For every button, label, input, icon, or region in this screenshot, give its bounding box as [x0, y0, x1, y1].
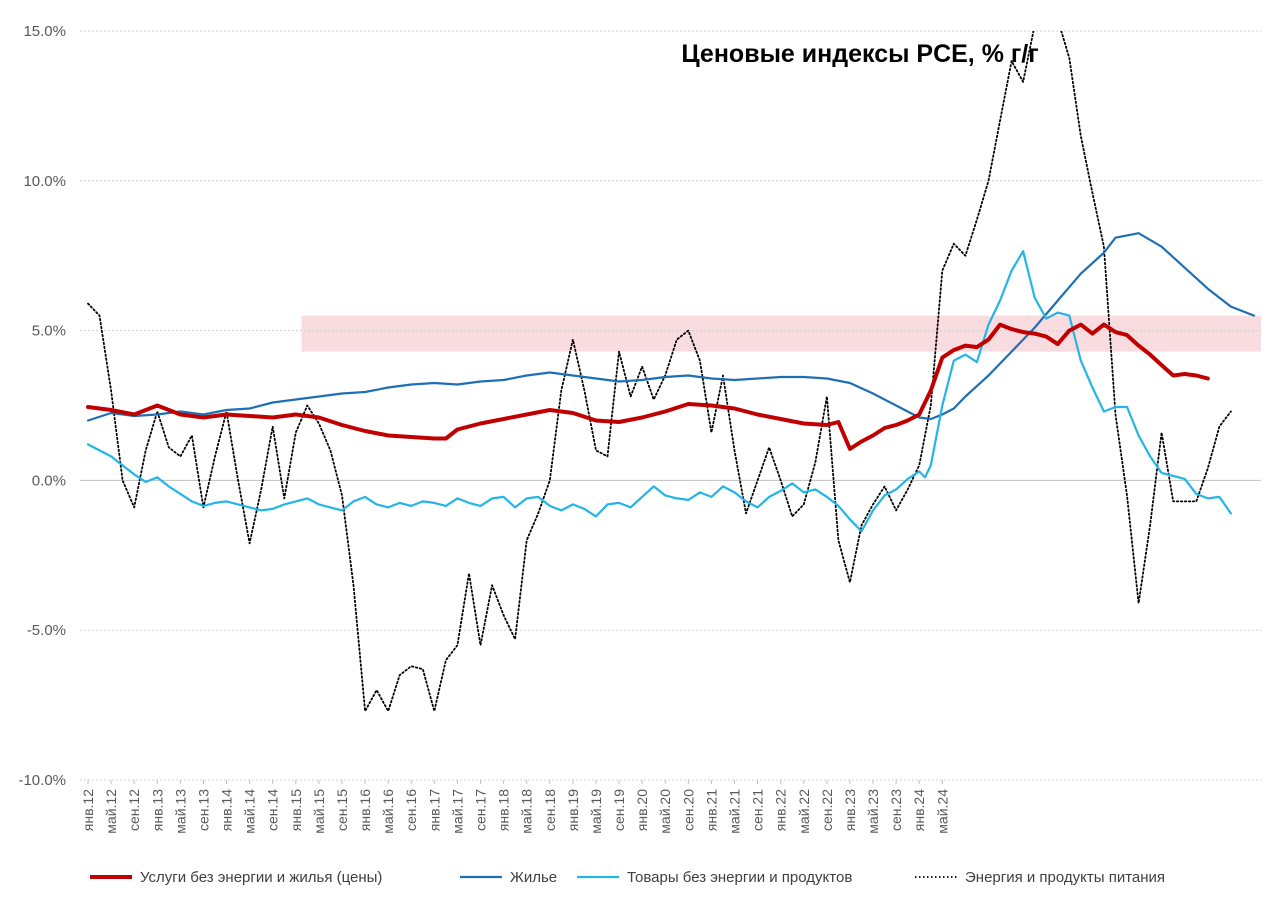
gridlines	[80, 30, 1261, 781]
x-tick-label: янв.12	[80, 789, 96, 831]
y-axis-ticks: -10.0% -5.0% 0.0% 5.0% 10.0% 15.0%	[18, 23, 66, 789]
x-tick-label: янв.15	[288, 789, 304, 831]
y-tick-label: 15.0%	[23, 23, 66, 40]
x-tick-label: сен.21	[750, 789, 766, 831]
x-tick-label: янв.23	[842, 789, 858, 831]
x-tick-label: май.24	[934, 789, 950, 834]
x-tick-label: май.17	[449, 789, 465, 834]
x-tick-label: май.14	[242, 789, 258, 834]
x-tick-label: янв.14	[219, 789, 235, 831]
x-tick-label: май.13	[172, 789, 188, 834]
legend-label: Товары без энергии и продуктов	[627, 869, 852, 886]
x-tick-label: май.22	[796, 789, 812, 834]
x-tick-label: май.19	[588, 789, 604, 834]
x-tick-label: сен.17	[473, 789, 489, 831]
highlight-band-layer	[301, 315, 1261, 352]
highlight-band	[301, 315, 1261, 352]
x-tick-label: май.20	[657, 789, 673, 834]
x-tick-label: сен.22	[819, 789, 835, 831]
x-tick-label: янв.24	[911, 789, 927, 831]
x-tick-label: май.12	[103, 789, 119, 834]
x-tick-label: сен.18	[542, 789, 558, 831]
y-tick-label: 5.0%	[32, 323, 66, 340]
y-tick-label: 0.0%	[32, 472, 66, 489]
x-tick-label: сен.13	[195, 789, 211, 831]
x-tick-label: янв.18	[496, 789, 512, 831]
legend: Услуги без энергии и жилья (цены) Жилье То…	[90, 869, 1165, 886]
x-tick-label: янв.20	[634, 789, 650, 831]
series-lines	[86, 31, 1256, 712]
x-tick-label: сен.20	[680, 789, 696, 831]
x-tick-label: сен.16	[403, 789, 419, 831]
x-tick-label: сен.15	[334, 789, 350, 831]
x-tick-label: янв.21	[703, 789, 719, 831]
x-tick-label: янв.16	[357, 789, 373, 831]
series-line-3	[86, 250, 1232, 533]
x-tick-label: сен.14	[265, 789, 281, 831]
x-tick-label: май.21	[726, 789, 742, 834]
x-tick-label: янв.22	[773, 789, 789, 831]
series-line-2	[86, 232, 1256, 422]
series-line-1	[86, 322, 1210, 451]
y-tick-label: 10.0%	[23, 173, 66, 190]
x-tick-label: май.18	[519, 789, 535, 834]
x-tick-label: янв.13	[149, 789, 165, 831]
series-line-4	[87, 31, 1232, 712]
x-tick-label: янв.19	[565, 789, 581, 831]
x-axis-ticks: янв.12 май.12 сен.12 янв.13 май.13 сен.13 янв.…	[80, 780, 950, 834]
chart-title: Ценовые индексы PCE, % г/г	[681, 40, 1038, 68]
x-tick-label: сен.23	[888, 789, 904, 831]
x-tick-label: май.16	[380, 789, 396, 834]
legend-label: Энергия и продукты питания	[965, 869, 1165, 886]
legend-label: Услуги без энергии и жилья (цены)	[140, 869, 382, 886]
y-tick-label: -10.0%	[18, 772, 66, 789]
x-tick-label: май.23	[865, 789, 881, 834]
legend-label: Жилье	[510, 869, 557, 886]
x-tick-label: янв.17	[426, 789, 442, 831]
x-tick-label: сен.12	[126, 789, 142, 831]
x-tick-label: сен.19	[611, 789, 627, 831]
y-tick-label: -5.0%	[27, 622, 66, 639]
x-tick-label: май.15	[311, 789, 327, 834]
